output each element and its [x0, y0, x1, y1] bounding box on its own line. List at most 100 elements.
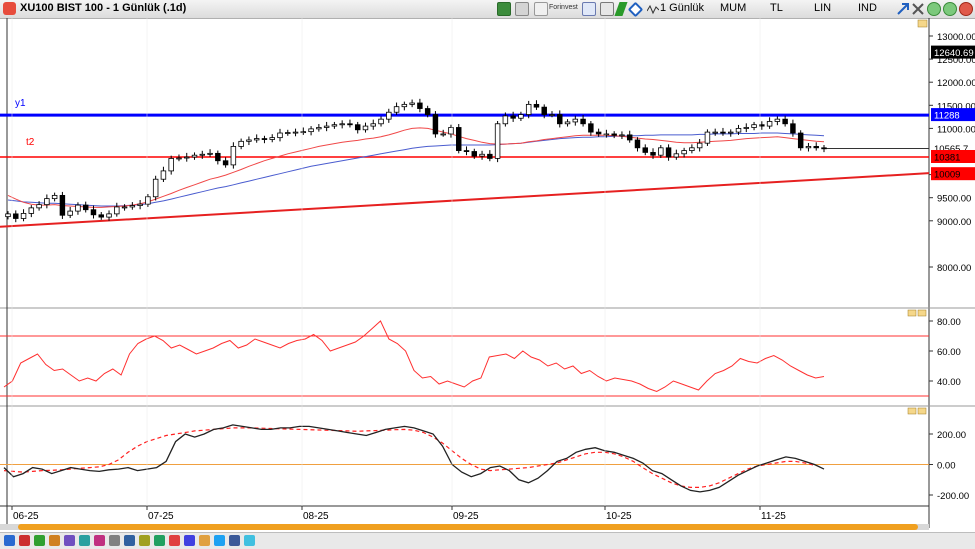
- horizontal-line-label-y1: y1: [15, 98, 26, 109]
- arrow-icon[interactable]: [896, 2, 910, 16]
- candle-body: [533, 103, 540, 108]
- time-tick-label: 07-25: [148, 511, 174, 522]
- candle-body: [300, 131, 307, 134]
- candle-body: [347, 123, 353, 126]
- app-icon-13[interactable]: [184, 535, 195, 546]
- grid-icon[interactable]: [582, 2, 596, 16]
- picture-icon[interactable]: [515, 2, 529, 16]
- time-tick-label: 11-25: [761, 511, 786, 522]
- app-icon-15[interactable]: [214, 535, 225, 546]
- candle-body: [386, 111, 392, 120]
- candle-body: [160, 170, 167, 180]
- candle-body: [759, 124, 765, 127]
- table-icon[interactable]: [600, 2, 614, 16]
- candle-body: [681, 150, 687, 155]
- candle-body: [5, 213, 11, 218]
- pencil-icon[interactable]: [614, 2, 628, 16]
- candle-body: [790, 123, 796, 134]
- app-icon-10[interactable]: [139, 535, 150, 546]
- candle-body: [36, 204, 42, 209]
- price-tag-box: [931, 167, 975, 181]
- app-icon-17[interactable]: [244, 535, 255, 546]
- candle-body: [642, 147, 648, 153]
- maximize-button[interactable]: [943, 2, 957, 16]
- period-selector[interactable]: 1 Günlük: [660, 2, 705, 14]
- price-tag-box: [931, 45, 975, 59]
- candle-type-selector[interactable]: MUM: [720, 2, 747, 14]
- candle-body: [463, 150, 470, 152]
- candle-body: [285, 132, 291, 134]
- price-tag-label: 10009: [934, 170, 960, 181]
- rsi-panel-close-icon[interactable]: [917, 309, 927, 317]
- app-icon-5[interactable]: [64, 535, 75, 546]
- candle-body: [797, 132, 804, 149]
- app-icon-3[interactable]: [34, 535, 45, 546]
- forinvest-logo-icon[interactable]: [534, 2, 548, 16]
- rsi-line: [3, 320, 825, 393]
- candle-body: [44, 198, 50, 206]
- candle-body: [525, 103, 532, 115]
- scale-selector[interactable]: LIN: [814, 2, 832, 14]
- candle-body: [106, 213, 112, 218]
- candle-body: [751, 124, 757, 128]
- candle-body: [261, 138, 268, 140]
- macd-signal-line: [3, 427, 815, 488]
- wave-icon[interactable]: [646, 2, 660, 16]
- candle-body: [611, 133, 617, 136]
- candle-body: [603, 133, 610, 136]
- scrollbar-thumb[interactable]: [18, 524, 918, 530]
- candle-body: [246, 139, 252, 142]
- macd-tick-label: -200.00: [937, 491, 969, 502]
- app-icon-4[interactable]: [49, 535, 60, 546]
- moving-average-long: [7, 132, 825, 207]
- candle-body: [199, 153, 206, 156]
- price-tick-label: 9500.00: [937, 194, 971, 205]
- candle-body: [238, 140, 244, 147]
- candle-body: [650, 152, 656, 156]
- app-icon-6[interactable]: [79, 535, 90, 546]
- app-icon-1[interactable]: [4, 535, 15, 546]
- candle-body: [782, 118, 788, 125]
- chart-icon[interactable]: [497, 2, 511, 16]
- app-icon-14[interactable]: [199, 535, 210, 546]
- app-icon-2[interactable]: [19, 535, 30, 546]
- indicator-selector[interactable]: IND: [858, 2, 877, 14]
- candle-body: [728, 131, 734, 134]
- candle-body: [704, 131, 711, 144]
- macd-panel-close-icon[interactable]: [917, 407, 927, 415]
- app-icon-12[interactable]: [169, 535, 180, 546]
- candle-body: [269, 137, 275, 140]
- candle-body: [308, 128, 314, 133]
- candle-body: [766, 121, 773, 127]
- app-icon-8[interactable]: [109, 535, 120, 546]
- currency-selector[interactable]: TL: [770, 2, 783, 14]
- candle-body: [354, 124, 361, 131]
- app-icon-9[interactable]: [124, 535, 135, 546]
- rsi-panel-settings-icon[interactable]: [907, 309, 917, 317]
- diamond-icon[interactable]: [627, 1, 644, 18]
- candle-body: [541, 106, 547, 115]
- candle-body: [292, 131, 299, 134]
- forinvest-label[interactable]: Forinvest: [549, 4, 578, 11]
- candle-body: [362, 125, 369, 131]
- macd-panel-settings-icon[interactable]: [907, 407, 917, 415]
- candle-body: [588, 123, 594, 133]
- time-tick-label: 10-25: [606, 511, 632, 522]
- candle-body: [494, 123, 501, 159]
- close-button[interactable]: [959, 2, 973, 16]
- time-tick-label: 09-25: [453, 511, 479, 522]
- app-icon-16[interactable]: [229, 535, 240, 546]
- price-panel-settings-icon[interactable]: [917, 19, 928, 28]
- candle-body: [564, 121, 571, 125]
- candle-body: [518, 114, 524, 119]
- candle-body: [805, 146, 812, 149]
- candle-body: [689, 147, 695, 151]
- app-logo-icon: [3, 2, 16, 15]
- candle-body: [626, 134, 633, 141]
- app-icon-11[interactable]: [154, 535, 165, 546]
- app-icon-7[interactable]: [94, 535, 105, 546]
- minimize-button[interactable]: [927, 2, 941, 16]
- tools-icon[interactable]: [911, 2, 925, 16]
- rsi-tick-label: 60.00: [937, 347, 961, 358]
